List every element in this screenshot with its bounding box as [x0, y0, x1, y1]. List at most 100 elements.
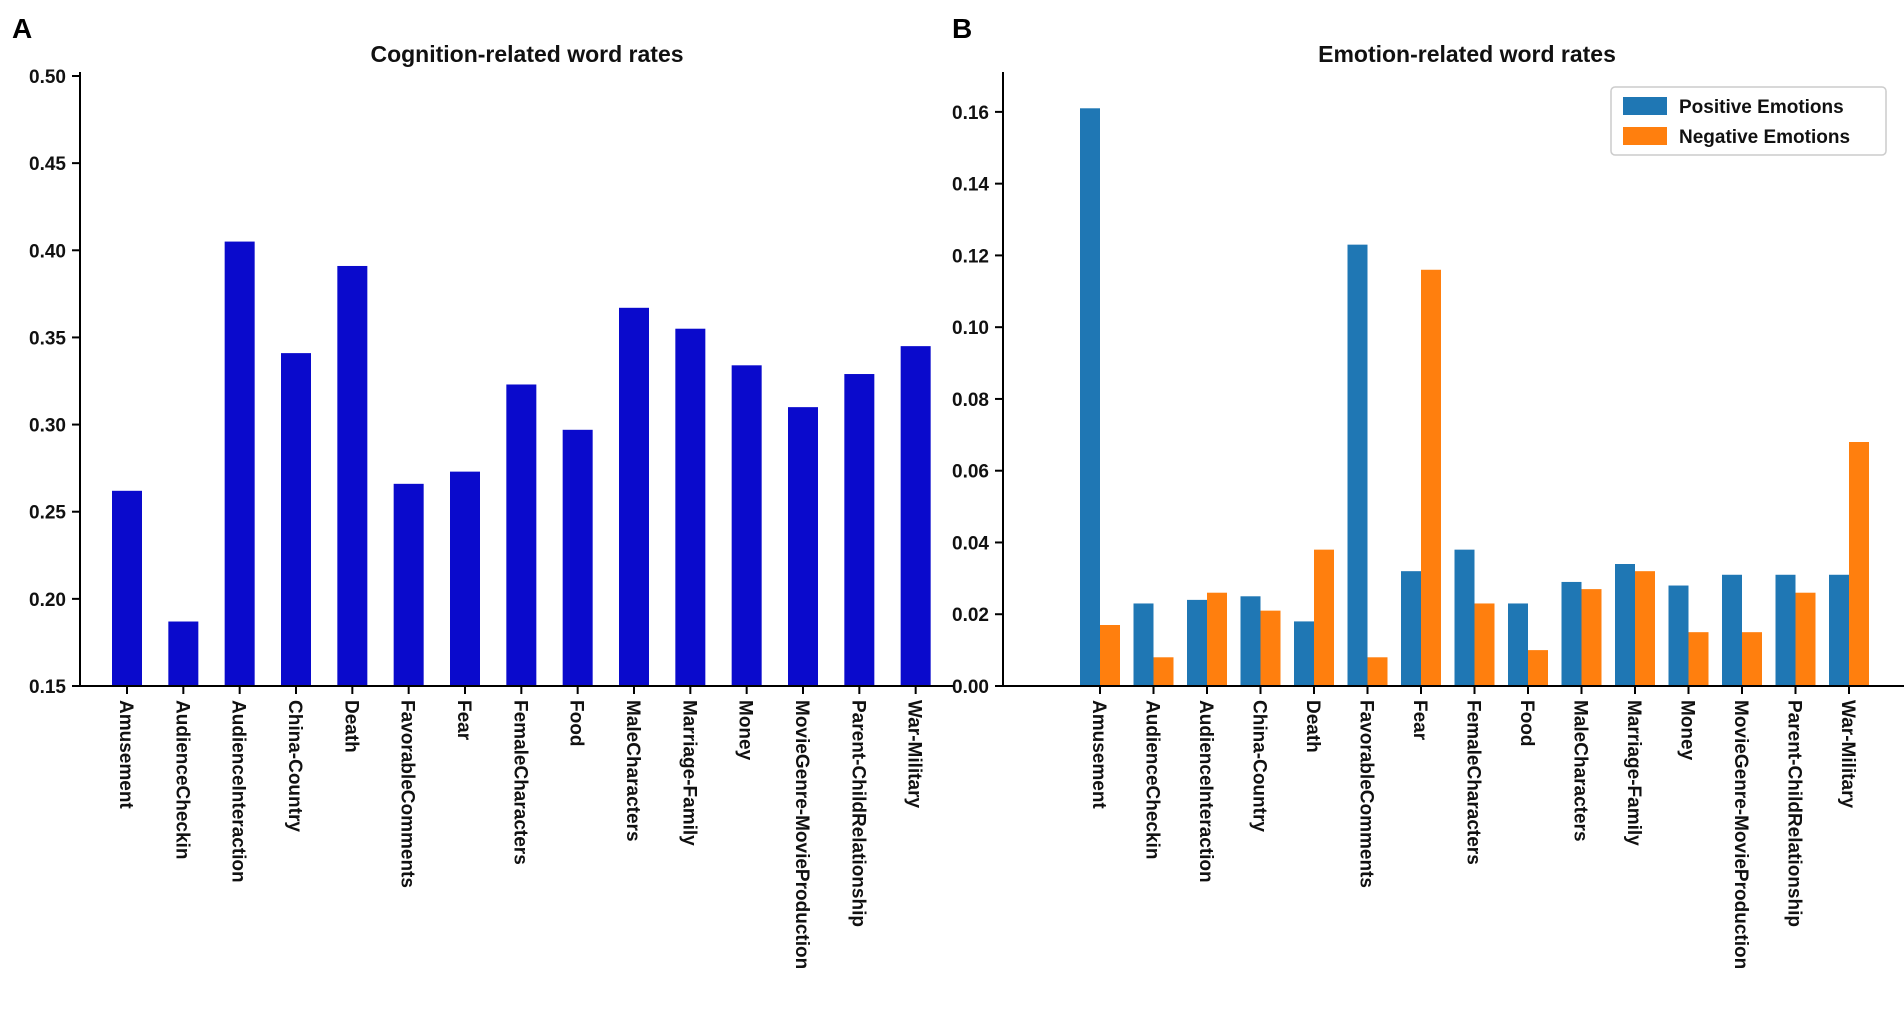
emotion-bar-negative-emotions-audiencecheckin [1153, 657, 1174, 686]
cognition-x-tick-label-food: Food [566, 700, 587, 746]
emotion-x-tick-label-war-military: War-Military [1837, 700, 1858, 808]
emotion-x-tick-label-china-country: China-Country [1249, 700, 1270, 832]
emotion-y-tick-label: 0.10 [952, 318, 989, 339]
emotion-bar-negative-emotions-femalecharacters [1474, 603, 1495, 686]
cognition-x-tick-label-audienceinteraction: AudienceInteraction [228, 700, 249, 883]
emotion-bar-positive-emotions-marriage-family [1615, 564, 1635, 686]
emotion-bar-negative-emotions-money [1688, 632, 1709, 686]
cognition-x-tick-label-amusement: Amusement [115, 700, 136, 809]
cognition-x-tick-label-fear: Fear [453, 700, 474, 741]
emotion-bar-positive-emotions-audiencecheckin [1133, 603, 1154, 686]
emotion-bar-positive-emotions-fear [1401, 571, 1421, 686]
cognition-bar-marriage-family [675, 328, 706, 686]
cognition-x-tick-label-audiencecheckin: AudienceCheckin [171, 700, 192, 859]
emotion-x-tick-label-malecharacters: MaleCharacters [1570, 700, 1591, 842]
cognition-y-tick-label: 0.50 [29, 67, 66, 88]
cognition-x-tick-label-death: Death [340, 700, 361, 753]
emotion-bar-positive-emotions-favorablecomments [1347, 244, 1368, 686]
cognition-y-tick-label: 0.45 [29, 154, 66, 175]
emotion-x-tick-label-fear: Fear [1409, 700, 1430, 741]
cognition-bar-amusement [112, 490, 142, 686]
cognition-bar-parent-childrelationship [844, 374, 875, 686]
emotion-x-tick-label-money: Money [1677, 700, 1698, 761]
emotion-x-tick-label-favorablecomments: FavorableComments [1356, 700, 1377, 888]
emotion-y-tick-label: 0.02 [952, 605, 989, 626]
emotion-x-tick-label-femalecharacters: FemaleCharacters [1463, 700, 1484, 865]
emotion-bar-negative-emotions-amusement [1100, 625, 1120, 686]
legend-label-positive-emotions: Positive Emotions [1679, 97, 1844, 118]
cognition-x-tick-label-moviegenre-movieproduction: MovieGenre-MovieProduction [791, 700, 812, 969]
cognition-bar-moviegenre-movieproduction [788, 407, 818, 686]
cognition-x-tick-label-favorablecomments: FavorableComments [397, 700, 418, 888]
cognition-y-tick-label: 0.35 [29, 328, 66, 349]
emotion-bar-negative-emotions-marriage-family [1635, 571, 1655, 686]
cognition-x-tick-label-marriage-family: Marriage-Family [678, 700, 699, 846]
emotion-x-tick-label-marriage-family: Marriage-Family [1623, 700, 1644, 846]
cognition-bar-fear [450, 471, 480, 686]
panel-label-a: A [12, 13, 32, 44]
emotion-bar-negative-emotions-war-military [1849, 442, 1869, 686]
emotion-x-tick-label-moviegenre-movieproduction: MovieGenre-MovieProduction [1730, 700, 1751, 969]
emotion-x-tick-label-parent-childrelationship: Parent-ChildRelationship [1784, 700, 1805, 927]
emotion-bar-positive-emotions-malecharacters [1561, 581, 1582, 686]
cognition-bar-china-country [281, 353, 311, 686]
emotion-legend: Positive Emotions Negative Emotions [1610, 86, 1887, 156]
cognition-x-tick-label-war-military: War-Military [904, 700, 925, 808]
cognition-y-tick-label: 0.30 [29, 416, 66, 437]
emotion-x-tick-label-amusement: Amusement [1088, 700, 1109, 809]
cognition-y-tick-label: 0.25 [29, 503, 66, 524]
emotion-bar-negative-emotions-parent-childrelationship [1795, 592, 1816, 686]
panel-label-b: B [952, 13, 972, 44]
cognition-bar-money [731, 365, 762, 686]
emotion-x-tick-label-death: Death [1302, 700, 1323, 753]
cognition-bar-death [337, 265, 368, 686]
emotion-bar-positive-emotions-femalecharacters [1454, 549, 1475, 686]
legend-swatch-negative-emotions [1623, 127, 1667, 145]
cognition-y-tick-label: 0.40 [29, 241, 66, 262]
emotion-bar-positive-emotions-war-military [1829, 574, 1849, 686]
cognition-x-tick-label-money: Money [735, 700, 756, 761]
emotion-bar-negative-emotions-food [1528, 650, 1548, 686]
emotion-y-tick-label: 0.14 [952, 175, 989, 196]
cognition-bar-audiencecheckin [168, 621, 199, 686]
emotion-y-tick-label: 0.12 [952, 246, 989, 267]
emotion-y-tick-label: 0.08 [952, 390, 989, 411]
legend-label-negative-emotions: Negative Emotions [1679, 127, 1850, 148]
legend-swatch-positive-emotions [1623, 97, 1667, 115]
emotion-bars [1080, 108, 1869, 686]
cognition-bar-femalecharacters [506, 384, 537, 686]
emotion-bar-negative-emotions-fear [1421, 269, 1441, 686]
cognition-chart: Cognition-related word rates 0.15 0.20 0.2… [29, 41, 955, 969]
emotion-bar-negative-emotions-malecharacters [1581, 589, 1602, 686]
cognition-x-tick-label-china-country: China-Country [284, 700, 305, 832]
cognition-x-tick-label-parent-childrelationship: Parent-ChildRelationship [847, 700, 868, 927]
emotion-y-tick-label: 0.00 [952, 677, 989, 698]
emotion-bar-negative-emotions-moviegenre-movieproduction [1742, 632, 1762, 686]
emotion-bar-positive-emotions-amusement [1080, 108, 1100, 686]
cognition-y-tick-label: 0.15 [29, 677, 66, 698]
emotion-x-tick-label-food: Food [1516, 700, 1537, 746]
cognition-bars [112, 241, 931, 687]
cognition-bar-war-military [900, 346, 931, 686]
cognition-y-tick-label: 0.20 [29, 590, 66, 611]
cognition-chart-title: Cognition-related word rates [370, 41, 683, 67]
emotion-y-tick-label: 0.06 [952, 462, 989, 483]
emotion-bar-negative-emotions-death [1314, 549, 1334, 686]
emotion-bar-positive-emotions-death [1294, 621, 1314, 686]
cognition-x-tick-label-malecharacters: MaleCharacters [622, 700, 643, 842]
emotion-y-tick-label: 0.04 [952, 533, 989, 554]
emotion-bar-negative-emotions-audienceinteraction [1207, 592, 1227, 686]
emotion-bar-negative-emotions-china-country [1260, 610, 1281, 686]
cognition-x-axis: Amusement AudienceCheckin AudienceInteract… [80, 685, 955, 969]
emotion-bar-negative-emotions-favorablecomments [1367, 657, 1388, 686]
emotion-x-tick-label-audienceinteraction: AudienceInteraction [1195, 700, 1216, 883]
emotion-bar-positive-emotions-audienceinteraction [1187, 599, 1207, 686]
legend-frame [1610, 86, 1887, 156]
emotion-bar-positive-emotions-moviegenre-movieproduction [1722, 574, 1742, 686]
emotion-bar-positive-emotions-parent-childrelationship [1775, 574, 1796, 686]
cognition-y-axis: 0.15 0.20 0.25 0.30 0.35 0.40 0.45 0.50 [29, 67, 81, 698]
emotion-y-axis: 0.00 0.02 0.04 0.06 0.08 0.10 0.12 0.14 0.16 [952, 72, 1004, 698]
emotion-chart: Emotion-related word rates 0.000.020.040… [952, 41, 1904, 969]
cognition-x-tick-label-femalecharacters: FemaleCharacters [509, 700, 530, 865]
